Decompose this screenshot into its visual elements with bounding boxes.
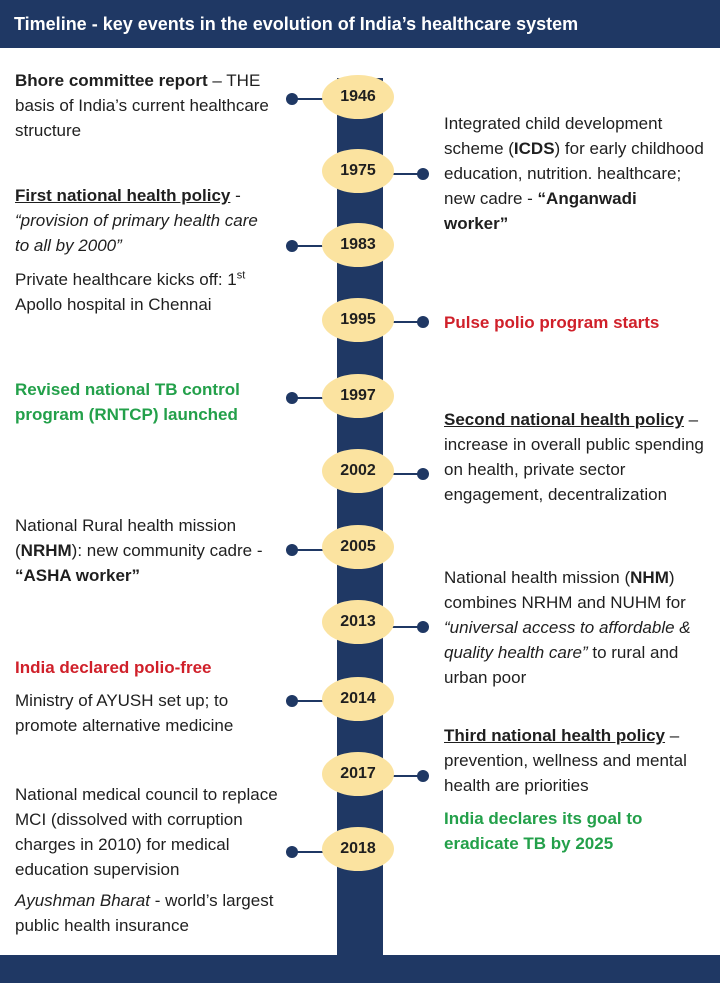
connector-2002 (383, 473, 423, 475)
event-2018-ayushman-title: Ayushman Bharat (15, 891, 150, 910)
event-1983-policy-quote: “provision of primary health care to all… (15, 211, 258, 255)
event-2017-tb: India declares its goal to eradicate TB … (444, 809, 643, 853)
event-1946-text: – THE basis of India’s current healthcar… (15, 71, 269, 140)
connector-2017 (383, 775, 423, 777)
event-2017-policy-title: Third national health policy (444, 726, 666, 745)
event-1975-quote: “Anganwadi worker” (444, 189, 637, 233)
connector-2018 (292, 851, 337, 853)
event-2018-nmc: National medical council to replace MCI … (15, 782, 290, 882)
event-1983-policy: First national health policy - “provisio… (15, 183, 265, 258)
dot-2013 (417, 621, 429, 633)
dot-1997 (286, 392, 298, 404)
event-2005-abbr: NRHM (20, 541, 72, 560)
year-1997: 1997 (322, 374, 394, 418)
event-2017-policy: Third national health policy – preventio… (444, 723, 706, 798)
event-1975-abbr: ICDS (513, 139, 555, 158)
event-1975-pre: Integrated child development scheme ( (444, 114, 663, 158)
event-2013: National health mission (NHM) combines N… (444, 565, 712, 690)
event-2014-ayush: Ministry of AYUSH set up; to promote alt… (15, 688, 285, 738)
event-2014-polio: India declared polio-free (15, 658, 212, 677)
dot-2005 (286, 544, 298, 556)
connector-2014 (292, 700, 337, 702)
dot-2018 (286, 846, 298, 858)
connector-2013 (383, 626, 423, 628)
footer-bar (0, 955, 720, 983)
dot-2017 (417, 770, 429, 782)
year-2014: 2014 (322, 677, 394, 721)
event-2013-post: to rural and urban poor (444, 643, 679, 687)
year-2005: 2005 (322, 525, 394, 569)
event-1997: Revised national TB control program (RNT… (15, 380, 240, 424)
connector-1997 (292, 397, 337, 399)
year-1983: 1983 (322, 223, 394, 267)
dot-1975 (417, 168, 429, 180)
connector-2005 (292, 549, 337, 551)
event-1975-mid: ) for early childhood education, nutriti… (444, 139, 704, 208)
event-1983-policy-title: First national health policy (15, 186, 231, 205)
event-1975: Integrated child development scheme (ICD… (444, 111, 704, 236)
event-2005: National Rural health mission (NRHM): ne… (15, 513, 270, 588)
event-2002: Second national health policy – increase… (444, 407, 709, 507)
event-2017-policy-text: – prevention, wellness and mental health… (444, 726, 687, 795)
event-2013-quote: “universal access to affordable & qualit… (444, 618, 691, 662)
event-1983-apollo-text: Private healthcare kicks off: 1 (15, 270, 237, 289)
year-1946: 1946 (322, 75, 394, 119)
event-2018-ayushman-text: - world’s largest public health insuranc… (15, 891, 274, 935)
event-2005-mid: ): new community cadre - (71, 541, 263, 560)
event-2005-pre: National Rural health mission ( (15, 516, 237, 560)
year-2017: 2017 (322, 752, 394, 796)
event-1995: Pulse polio program starts (444, 313, 660, 332)
dot-2014 (286, 695, 298, 707)
timeline-title: Timeline - key events in the evolution o… (0, 0, 720, 48)
event-2018-ayushman: Ayushman Bharat - world’s largest public… (15, 888, 285, 938)
event-2018-nmc-text: National medical council to replace MCI … (15, 785, 278, 879)
year-2018: 2018 (322, 827, 394, 871)
dot-2002 (417, 468, 429, 480)
event-2014-ayush-text: Ministry of AYUSH set up; to promote alt… (15, 691, 234, 735)
connector-1995 (383, 321, 423, 323)
event-1983-apollo-text2: Apollo hospital in Chennai (15, 295, 212, 314)
year-1975: 1975 (322, 149, 394, 193)
event-2013-abbr: NHM (630, 568, 669, 587)
dot-1946 (286, 93, 298, 105)
connector-1975 (383, 173, 423, 175)
event-1983-policy-dash: - (230, 186, 241, 205)
event-1946: Bhore committee report – THE basis of In… (15, 68, 290, 143)
year-1995: 1995 (322, 298, 394, 342)
event-1946-title: Bhore committee report (15, 71, 208, 90)
event-2013-pre: National health mission ( (444, 568, 631, 587)
connector-1946 (292, 98, 337, 100)
event-2013-mid: ) combines NRHM and NUHM for (444, 568, 686, 612)
event-2002-title: Second national health policy (444, 410, 684, 429)
event-2005-quote: “ASHA worker” (15, 566, 141, 585)
dot-1983 (286, 240, 298, 252)
event-2002-text: – increase in overall public spending on… (444, 410, 704, 504)
connector-1983 (292, 245, 337, 247)
dot-1995 (417, 316, 429, 328)
event-1983-apollo-sup: st (236, 269, 246, 282)
event-1983-apollo: Private healthcare kicks off: 1st Apollo… (15, 267, 290, 317)
timeline-spine (337, 78, 383, 955)
year-2013: 2013 (322, 600, 394, 644)
year-2002: 2002 (322, 449, 394, 493)
